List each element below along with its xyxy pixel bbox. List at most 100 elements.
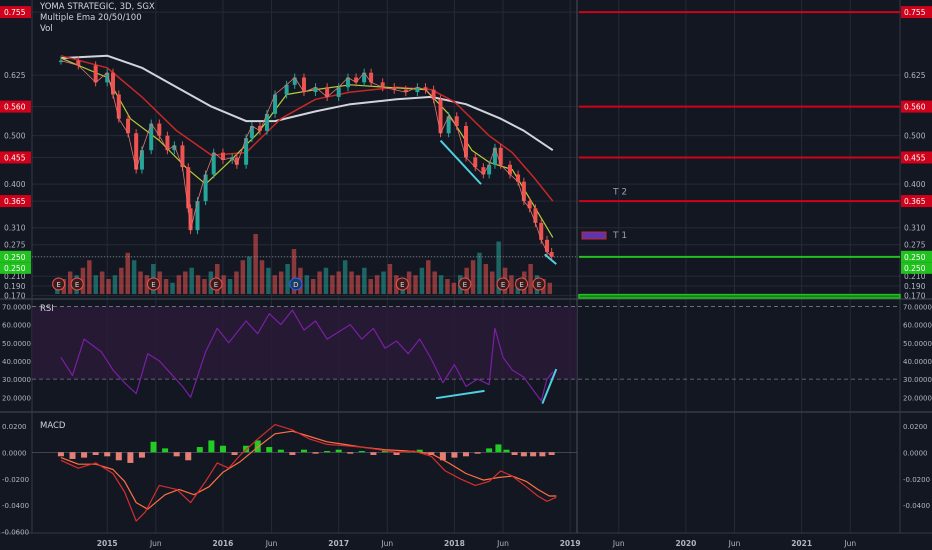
candle-body — [195, 201, 200, 231]
macd-line — [60, 424, 557, 522]
left-price-tick: 0.500 — [4, 132, 26, 141]
support-zone-box[interactable] — [578, 293, 901, 299]
time-axis-tick: 2020 — [675, 539, 696, 548]
rsi-left-tick: 60.0000 — [2, 322, 31, 330]
marker-letter: E — [519, 281, 523, 289]
macd-right-tick: -0.0400 — [903, 502, 930, 510]
earnings-marker[interactable] — [395, 277, 409, 291]
target-label-t1: T 1 — [612, 231, 627, 241]
marker-letter: E — [463, 281, 467, 289]
candle-body — [507, 164, 512, 175]
rsi-left-tick: 20.0000 — [2, 394, 31, 402]
volume-bar — [67, 271, 73, 294]
time-axis-tick: 2016 — [213, 539, 234, 548]
macd-histogram-bar — [463, 452, 469, 457]
drawings[interactable]: T 2 T 1 — [435, 139, 627, 405]
left-price-tick: 0.250 — [4, 253, 26, 262]
candle-body — [234, 157, 239, 165]
dividend-marker[interactable] — [289, 277, 303, 291]
right-price-badge — [901, 100, 932, 113]
left-price-badge — [0, 151, 31, 164]
candle-body — [498, 147, 503, 165]
volume-bar — [304, 275, 310, 294]
candle-body — [438, 99, 443, 134]
earnings-marker[interactable] — [515, 277, 529, 291]
macd-histogram-bar — [548, 452, 555, 455]
earnings-marker[interactable] — [458, 277, 472, 291]
volume-bar — [477, 252, 482, 294]
earnings-marker[interactable] — [147, 277, 161, 291]
macd-left-tick: -0.0400 — [2, 502, 29, 510]
volume-bar — [278, 271, 284, 294]
price-trendline[interactable] — [544, 253, 557, 265]
right-price-badge — [901, 250, 932, 263]
volume-bar — [106, 279, 111, 294]
volume-bar — [438, 275, 444, 294]
left-price-badge — [0, 250, 31, 263]
candle-body — [284, 84, 289, 95]
candle-body — [292, 77, 297, 85]
candle-body — [454, 116, 459, 126]
left-price-tick: 0.190 — [4, 282, 26, 291]
right-price-tick: 0.250 — [904, 253, 926, 262]
volume-bar — [144, 275, 150, 294]
candle-body — [111, 72, 116, 95]
left-price-badge — [0, 195, 31, 208]
marker-letter: E — [56, 281, 60, 289]
earnings-marker[interactable] — [209, 277, 223, 291]
volume-bar — [406, 271, 412, 294]
candle-body — [273, 94, 278, 114]
price-trendline[interactable] — [439, 139, 482, 185]
time-axis-tick: Jun — [380, 539, 393, 548]
rsi-left-tick: 70.0000 — [2, 303, 31, 311]
candle-body — [473, 157, 478, 168]
macd-title: MACD — [40, 421, 66, 431]
candle-body — [313, 87, 318, 93]
earnings-marker[interactable] — [70, 277, 84, 291]
candle-body — [403, 89, 408, 93]
candle-body — [545, 239, 550, 252]
macd-histogram-bar — [219, 445, 226, 453]
macd-histogram-bar — [335, 449, 342, 453]
macd-histogram-bar — [300, 449, 307, 453]
earnings-marker[interactable] — [496, 277, 510, 291]
volume-bar — [445, 279, 450, 294]
volume-bar — [336, 271, 342, 294]
target-label-t2: T 2 — [612, 187, 627, 197]
macd-right-tick: 0.0000 — [903, 449, 928, 457]
volume-bar — [470, 260, 476, 294]
rsi-title: RSI — [40, 304, 54, 314]
candle-body — [116, 94, 121, 119]
candle-body — [521, 181, 526, 202]
rsi-trendline[interactable] — [435, 389, 485, 400]
volume-bar — [240, 260, 246, 294]
earnings-marker[interactable] — [532, 277, 546, 291]
rsi-left-tick: 30.0000 — [2, 376, 31, 384]
close-price-line — [60, 60, 552, 258]
macd-histogram-bar — [208, 440, 215, 453]
candle-body — [230, 157, 235, 160]
volume-bar — [99, 271, 105, 294]
volume-bar — [547, 282, 553, 294]
rsi-left-tick: 40.0000 — [2, 358, 31, 366]
volume-bar — [413, 275, 418, 294]
macd-right-tick: -0.0200 — [903, 476, 930, 484]
candle-body — [392, 87, 397, 90]
right-price-tick: 0.500 — [904, 132, 926, 141]
macd-panel: MACD — [32, 421, 577, 522]
earnings-marker[interactable] — [52, 277, 66, 291]
volume-bar — [323, 267, 329, 294]
candle-body — [446, 116, 451, 134]
volume-bar — [285, 264, 290, 294]
volume-bar — [342, 260, 348, 294]
target-box-t1[interactable] — [581, 231, 607, 240]
indicator-title: Multiple Ema 20/50/100 — [40, 13, 142, 23]
marker-letter: E — [75, 281, 79, 289]
rsi-trendline[interactable] — [541, 368, 558, 405]
candle-body — [527, 201, 532, 209]
volume-bar — [87, 260, 92, 294]
macd-histogram-bar — [530, 452, 537, 457]
horizontal-levels[interactable] — [32, 11, 901, 299]
